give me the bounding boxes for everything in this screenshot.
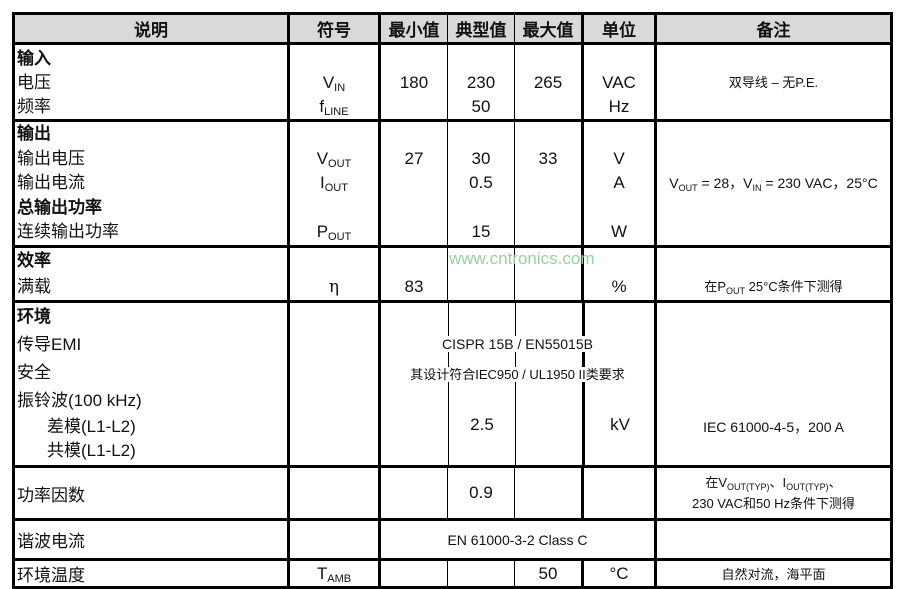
- note: 在VOUT(TYP)、IOUT(TYP)、 230 VAC和50 Hz条件下测得: [655, 465, 892, 520]
- section-title: 总输出功率: [17, 197, 102, 217]
- unit: °C: [582, 558, 657, 588]
- col-typ: 典型值: [447, 13, 515, 45]
- value: 180: [399, 73, 429, 92]
- note: 在POUT 25°C条件下测得: [704, 279, 843, 296]
- section-title: 环境: [17, 307, 51, 326]
- emi-value: CISPR 15B / EN55015B: [381, 336, 654, 352]
- environment-section: 环境 传导EMI 安全 振铃波(100 kHz) 差模(L1-L2) 共模(L1…: [13, 300, 892, 467]
- row-label: 连续输出功率: [17, 222, 119, 241]
- note: VOUT = 28，VIN = 230 VAC，25°C: [669, 175, 878, 193]
- row-label: 输出电压: [17, 148, 85, 168]
- value: 50: [471, 97, 491, 116]
- section-title: 输出: [17, 124, 51, 143]
- header-row: 说明 符号 最小值 典型值 最大值 单位 备注: [13, 13, 892, 45]
- value: 0.9: [447, 465, 515, 520]
- col-notes: 备注: [655, 13, 892, 45]
- col-symbol: 符号: [288, 13, 381, 45]
- unit: VAC: [602, 73, 636, 92]
- efficiency-section: 效率 满载 η 83 % 在POUT 25°C条件下测得: [13, 245, 892, 302]
- value: 50: [514, 558, 584, 588]
- section-title: 输入: [17, 49, 51, 68]
- symbol-pout: POUT: [316, 222, 352, 243]
- row-label: 传导EMI: [17, 335, 82, 354]
- harmonic-value: EN 61000-3-2 Class C: [379, 518, 657, 560]
- unit: Hz: [608, 97, 630, 116]
- value: 0.5: [469, 173, 493, 192]
- row-label: 频率: [17, 97, 51, 116]
- temperature-row: 环境温度 TAMB 50 °C 自然对流，海平面: [13, 558, 892, 588]
- safety-value: 其设计符合IEC950 / UL1950 II类要求: [381, 364, 654, 383]
- row-label: 差模(L1-L2): [47, 417, 136, 436]
- row-label: 满载: [17, 277, 51, 296]
- col-desc: 说明: [13, 13, 290, 45]
- value: 2.5: [470, 415, 494, 434]
- symbol-vout: VOUT: [316, 148, 352, 170]
- watermark: www.cntronics.com: [449, 249, 595, 268]
- note: 双导线 – 无P.E.: [728, 75, 819, 90]
- unit: V: [613, 148, 625, 168]
- spec-table: 说明 符号 最小值 典型值 最大值 单位 备注 输入 电压 频率 VIN fLI…: [12, 12, 893, 589]
- symbol-eta: η: [328, 277, 340, 297]
- row-label: 安全: [17, 363, 51, 382]
- input-section: 输入 电压 频率 VIN fLINE 180 230 50 265 VAC Hz 双…: [13, 42, 892, 121]
- value: 27: [404, 148, 424, 168]
- value: 230: [466, 73, 496, 92]
- value: 15: [471, 222, 491, 241]
- note: 自然对流，海平面: [655, 558, 892, 588]
- unit: kV: [610, 415, 630, 434]
- unit: W: [610, 222, 628, 241]
- unit: A: [613, 173, 625, 192]
- symbol-iout: IOUT: [320, 173, 348, 194]
- unit: %: [611, 277, 627, 296]
- row-label: 功率因数: [13, 465, 290, 520]
- symbol-vin: VIN: [322, 73, 346, 94]
- harmonic-row: 谐波电流 EN 61000-3-2 Class C: [13, 518, 892, 560]
- note: IEC 61000-4-5，200 A: [703, 419, 844, 435]
- value: 265: [533, 73, 563, 92]
- row-label: 谐波电流: [13, 518, 290, 560]
- row-label: 振铃波(100 kHz): [17, 391, 142, 410]
- power-factor-row: 功率因数 0.9 在VOUT(TYP)、IOUT(TYP)、 230 VAC和5…: [13, 465, 892, 520]
- row-label: 环境温度: [13, 558, 290, 588]
- row-label: 电压: [17, 73, 51, 92]
- value: 30: [471, 148, 491, 168]
- col-max: 最大值: [514, 13, 584, 45]
- col-unit: 单位: [582, 13, 657, 45]
- symbol-tamb: TAMB: [288, 558, 381, 588]
- output-section: 输出 输出电压 输出电流 总输出功率 连续输出功率 VOUT IOUT POUT…: [13, 119, 892, 247]
- row-label: 输出电流: [17, 173, 85, 192]
- row-label: 共模(L1-L2): [47, 441, 136, 460]
- section-title: 效率: [17, 251, 51, 270]
- value: 33: [538, 148, 558, 168]
- col-min: 最小值: [379, 13, 448, 45]
- symbol-fline: fLINE: [319, 97, 349, 118]
- value: 83: [404, 277, 424, 296]
